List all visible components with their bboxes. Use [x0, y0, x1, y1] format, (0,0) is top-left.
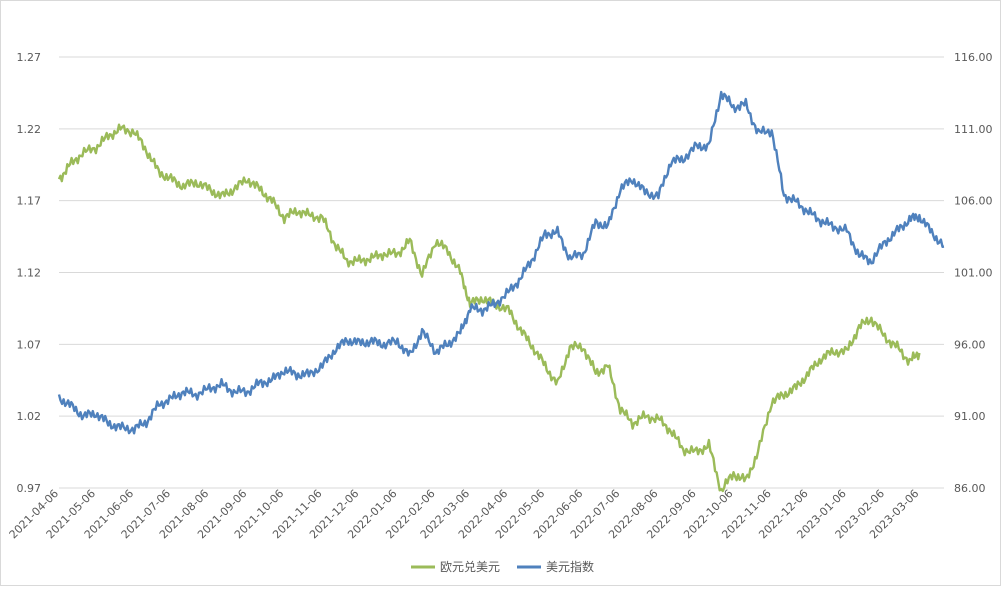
- legend-label: 美元指数: [546, 559, 594, 574]
- left-axis-tick-label: 1.12: [17, 267, 42, 280]
- left-axis-ticks: 0.97 1.02 1.07 1.12 1.17 1.22 1.27: [17, 51, 42, 495]
- legend-label: 欧元兑美元: [440, 560, 500, 574]
- series-line-eurusd: [57, 123, 921, 493]
- legend: 欧元兑美元 美元指数: [411, 559, 594, 574]
- left-axis-tick-label: 1.27: [17, 51, 42, 64]
- series-line-dxy: [57, 90, 945, 435]
- right-axis-tick-label: 96.00: [954, 338, 986, 351]
- right-axis-tick-label: 111.00: [954, 123, 993, 136]
- gridlines: [59, 56, 944, 489]
- series-lines: [57, 90, 945, 493]
- left-axis-tick-label: 1.02: [17, 410, 42, 423]
- right-axis-tick-label: 91.00: [954, 410, 986, 423]
- right-axis-tick-label: 116.00: [954, 51, 993, 64]
- right-axis-tick-label: 106.00: [954, 195, 993, 208]
- left-axis-tick-label: 1.07: [17, 338, 42, 351]
- right-axis-ticks: 86.00 91.00 96.00 101.00 106.00 111.00 116.00: [954, 51, 993, 495]
- left-axis-tick-label: 1.17: [17, 195, 42, 208]
- x-axis-ticks: 2021-04-062021-05-062021-06-062021-07-06…: [7, 487, 922, 541]
- left-axis-tick-label: 0.97: [17, 482, 42, 495]
- left-axis-tick-label: 1.22: [17, 123, 42, 136]
- right-axis-tick-label: 86.00: [954, 482, 986, 495]
- right-axis-tick-label: 101.00: [954, 267, 993, 280]
